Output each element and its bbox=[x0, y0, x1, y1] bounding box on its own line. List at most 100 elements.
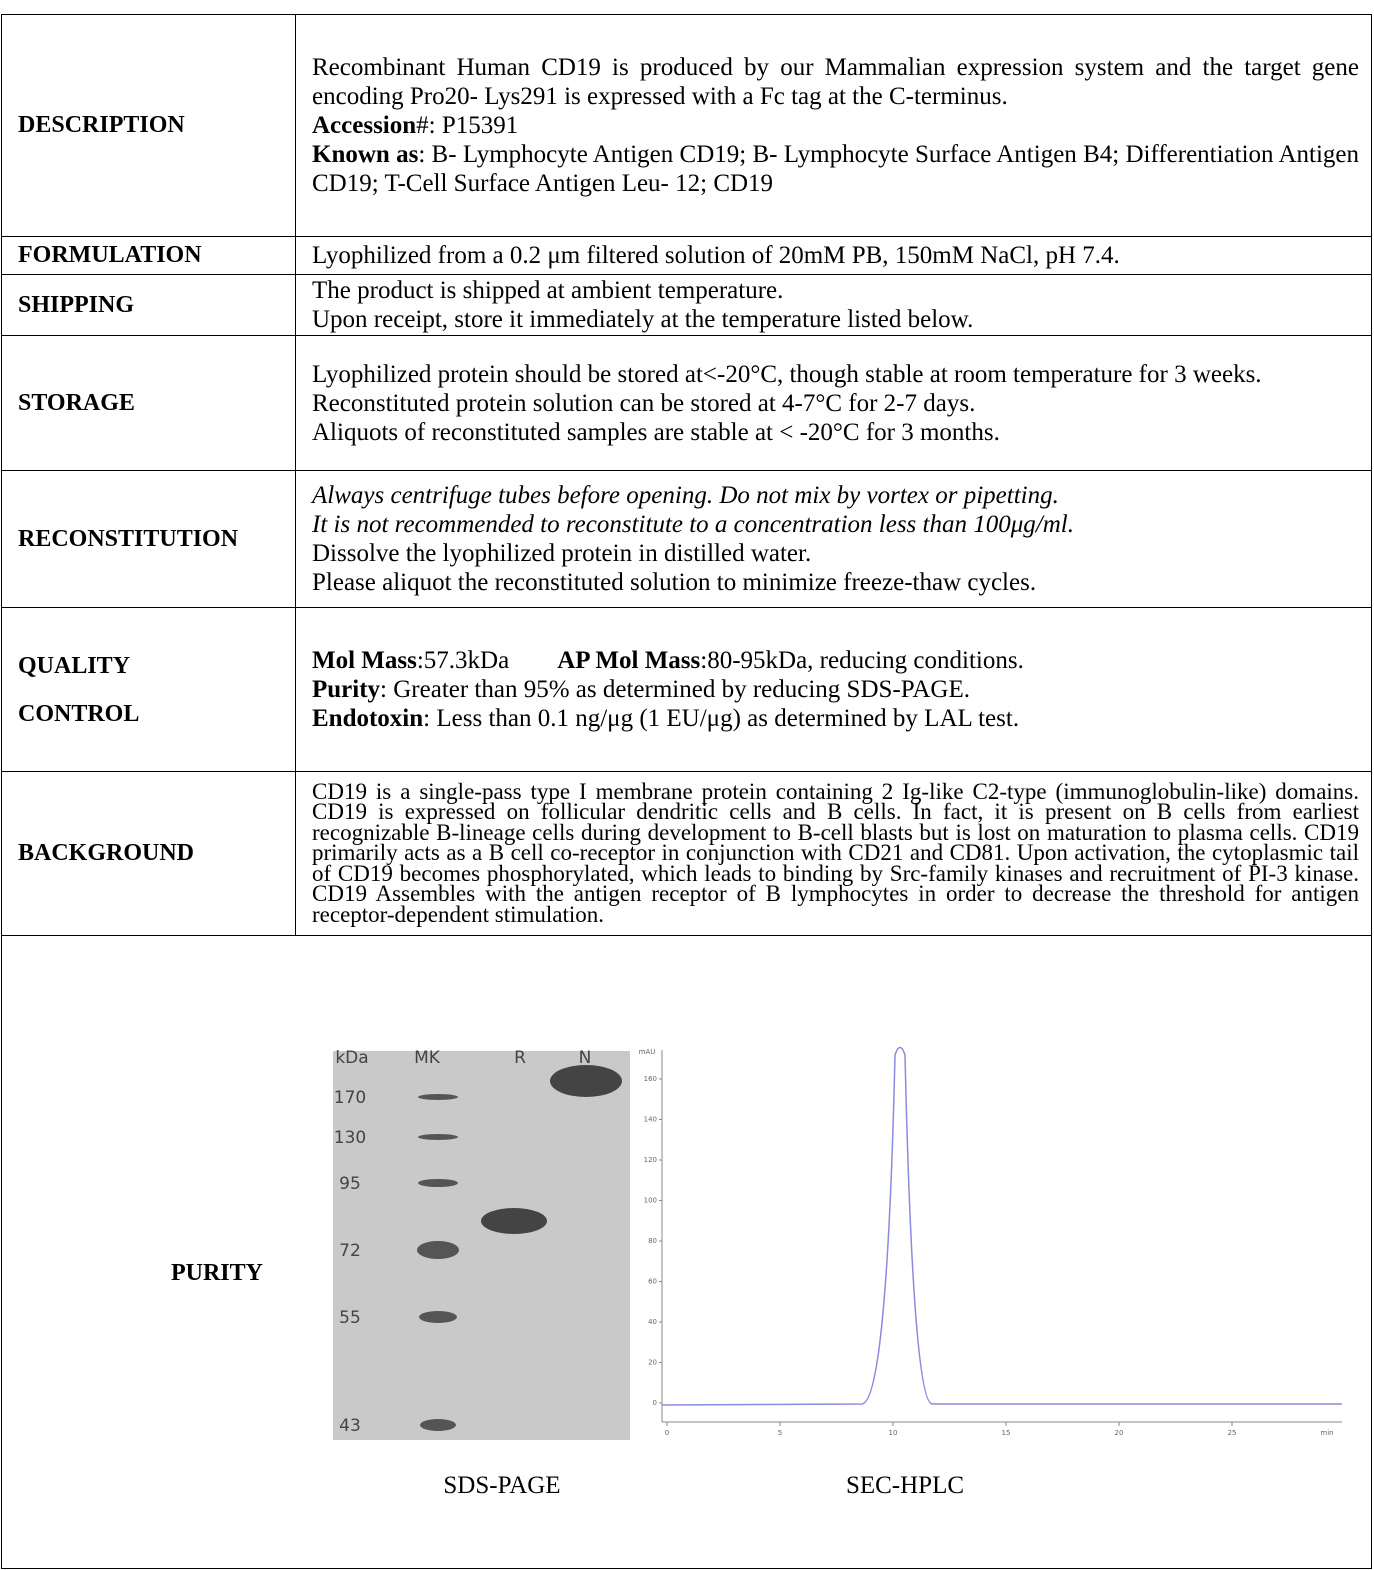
paragraph: Recombinant Human CD19 is produced by ou… bbox=[312, 53, 1359, 111]
paragraph: It is not recommended to reconstitute to… bbox=[312, 510, 1359, 539]
paragraph: Reconstituted protein solution can be st… bbox=[312, 389, 1359, 418]
chromatogram: mAU 160 140 120 100 80 60 40 20 0 0 5 10 15 20 25 min bbox=[639, 1048, 1342, 1438]
x-axis-unit: min bbox=[1320, 1429, 1333, 1437]
y-tick-label: 100 bbox=[644, 1197, 657, 1205]
text-segment: : B- Lymphocyte Antigen CD19; B- Lymphoc… bbox=[312, 141, 1359, 197]
gel-marker-label: 43 bbox=[339, 1416, 361, 1436]
text-segment: The product is shipped at ambient temper… bbox=[312, 277, 783, 304]
text-segment: #: P15391 bbox=[416, 112, 518, 139]
gel-lane-label: N bbox=[579, 1048, 592, 1068]
y-tick-label: 160 bbox=[644, 1075, 657, 1083]
y-tick-label: 20 bbox=[648, 1359, 657, 1367]
row-content: Lyophilized from a 0.2 μm filtered solut… bbox=[296, 237, 1372, 275]
paragraph: Lyophilized protein should be stored at<… bbox=[312, 360, 1359, 389]
label-line: RECONSTITUTION bbox=[18, 525, 283, 554]
y-tick-label: 140 bbox=[644, 1116, 657, 1124]
gel-marker-label: 95 bbox=[339, 1174, 361, 1194]
label-line: BACKGROUND bbox=[18, 839, 283, 868]
y-tick-label: 0 bbox=[653, 1399, 657, 1407]
table-row: RECONSTITUTION Always centrifuge tubes be… bbox=[2, 471, 1372, 608]
row-label: RECONSTITUTION bbox=[2, 471, 296, 608]
x-tick-label: 10 bbox=[889, 1429, 898, 1437]
row-label: FORMULATION bbox=[2, 237, 296, 275]
text-segment: Known as bbox=[312, 141, 418, 168]
x-tick-label: 5 bbox=[778, 1429, 782, 1437]
paragraph: Endotoxin: Less than 0.1 ng/μg (1 EU/μg)… bbox=[312, 704, 1359, 733]
gel-lane-label: R bbox=[514, 1048, 526, 1068]
gel-marker-label: 170 bbox=[334, 1088, 366, 1108]
x-tick-label: 0 bbox=[665, 1429, 669, 1437]
row-content: Lyophilized protein should be stored at<… bbox=[296, 336, 1372, 471]
paragraph: Purity: Greater than 95% as determined b… bbox=[312, 675, 1359, 704]
row-content: Always centrifuge tubes before opening. … bbox=[296, 471, 1372, 608]
label-line: FORMULATION bbox=[18, 241, 283, 270]
text-segment: Lyophilized protein should be stored at<… bbox=[312, 361, 1262, 388]
text-segment: Purity bbox=[312, 676, 380, 703]
paragraph: Aliquots of reconstituted samples are st… bbox=[312, 418, 1359, 447]
paragraph: CD19 is a single-pass type I membrane pr… bbox=[312, 782, 1359, 926]
spec-table: DESCRIPTION Recombinant Human CD19 is pro… bbox=[1, 14, 1372, 936]
y-tick-label: 120 bbox=[644, 1156, 657, 1164]
gel-image bbox=[333, 1046, 630, 1440]
table-row: FORMULATION Lyophilized from a 0.2 μm fil… bbox=[2, 237, 1372, 275]
text-segment: Upon receipt, store it immediately at th… bbox=[312, 306, 973, 333]
label-line: CONTROL bbox=[18, 690, 283, 738]
row-label: BACKGROUND bbox=[2, 772, 296, 936]
text-segment: : Less than 0.1 ng/μg (1 EU/μg) as deter… bbox=[423, 705, 1019, 732]
y-tick-label: 60 bbox=[648, 1278, 657, 1286]
paragraph: Always centrifuge tubes before opening. … bbox=[312, 481, 1359, 510]
paragraph: Dissolve the lyophilized protein in dist… bbox=[312, 539, 1359, 568]
row-label: STORAGE bbox=[2, 336, 296, 471]
figure-caption: SDS-PAGE bbox=[443, 1472, 560, 1499]
x-tick-label: 15 bbox=[1002, 1429, 1011, 1437]
text-segment: Reconstituted protein solution can be st… bbox=[312, 390, 975, 417]
y-tick-label: 80 bbox=[648, 1237, 657, 1245]
text-segment: : Greater than 95% as determined by redu… bbox=[380, 676, 970, 703]
label-line: QUALITY bbox=[18, 642, 283, 690]
text-segment: Lyophilized from a 0.2 μm filtered solut… bbox=[312, 242, 1120, 269]
table-row: SHIPPING The product is shipped at ambien… bbox=[2, 275, 1372, 336]
paragraph: Lyophilized from a 0.2 μm filtered solut… bbox=[312, 241, 1359, 270]
row-content: The product is shipped at ambient temper… bbox=[296, 275, 1372, 336]
paragraph: Please aliquot the reconstituted solutio… bbox=[312, 568, 1359, 597]
row-content: Recombinant Human CD19 is produced by ou… bbox=[296, 15, 1372, 237]
text-segment: AP Mol Mass bbox=[557, 647, 700, 674]
y-tick-label: 40 bbox=[648, 1318, 657, 1326]
text-segment: :80-95kDa, reducing conditions. bbox=[700, 647, 1024, 674]
x-tick-label: 20 bbox=[1115, 1429, 1124, 1437]
gel-marker-label: 72 bbox=[339, 1241, 361, 1261]
paragraph: Known as: B- Lymphocyte Antigen CD19; B-… bbox=[312, 140, 1359, 198]
table-row: BACKGROUND CD19 is a single-pass type I m… bbox=[2, 772, 1372, 936]
figure-caption: SEC-HPLC bbox=[846, 1472, 964, 1499]
text-segment: Recombinant Human CD19 is produced by ou… bbox=[312, 54, 1359, 110]
table-row: STORAGE Lyophilized protein should be sto… bbox=[2, 336, 1372, 471]
paragraph: Upon receipt, store it immediately at th… bbox=[312, 305, 1359, 334]
table-row: DESCRIPTION Recombinant Human CD19 is pro… bbox=[2, 15, 1372, 237]
row-label: DESCRIPTION bbox=[2, 15, 296, 237]
y-axis-unit: mAU bbox=[639, 1048, 656, 1056]
row-content: CD19 is a single-pass type I membrane pr… bbox=[296, 772, 1372, 936]
text-segment: Please aliquot the reconstituted solutio… bbox=[312, 569, 1036, 596]
text-segment: Dissolve the lyophilized protein in dist… bbox=[312, 540, 811, 567]
row-label: PURITY bbox=[171, 1260, 263, 1286]
label-line: SHIPPING bbox=[18, 291, 283, 320]
text-segment: :57.3kDa bbox=[417, 647, 509, 674]
label-line: STORAGE bbox=[18, 389, 283, 418]
x-tick-label: 25 bbox=[1228, 1429, 1237, 1437]
gel-marker-label: 130 bbox=[334, 1128, 366, 1148]
text-segment: Always centrifuge tubes before opening. … bbox=[312, 482, 1059, 509]
text-segment: It is not recommended to reconstitute to… bbox=[312, 511, 1074, 538]
gel-lane-label: MK bbox=[414, 1048, 441, 1068]
gel-marker-label: 55 bbox=[339, 1308, 361, 1328]
text-segment: Accession bbox=[312, 112, 416, 139]
page: DESCRIPTION Recombinant Human CD19 is pro… bbox=[0, 0, 1374, 1570]
text-segment: Endotoxin bbox=[312, 705, 423, 732]
label-line: DESCRIPTION bbox=[18, 111, 283, 140]
paragraph: Accession#: P15391 bbox=[312, 111, 1359, 140]
